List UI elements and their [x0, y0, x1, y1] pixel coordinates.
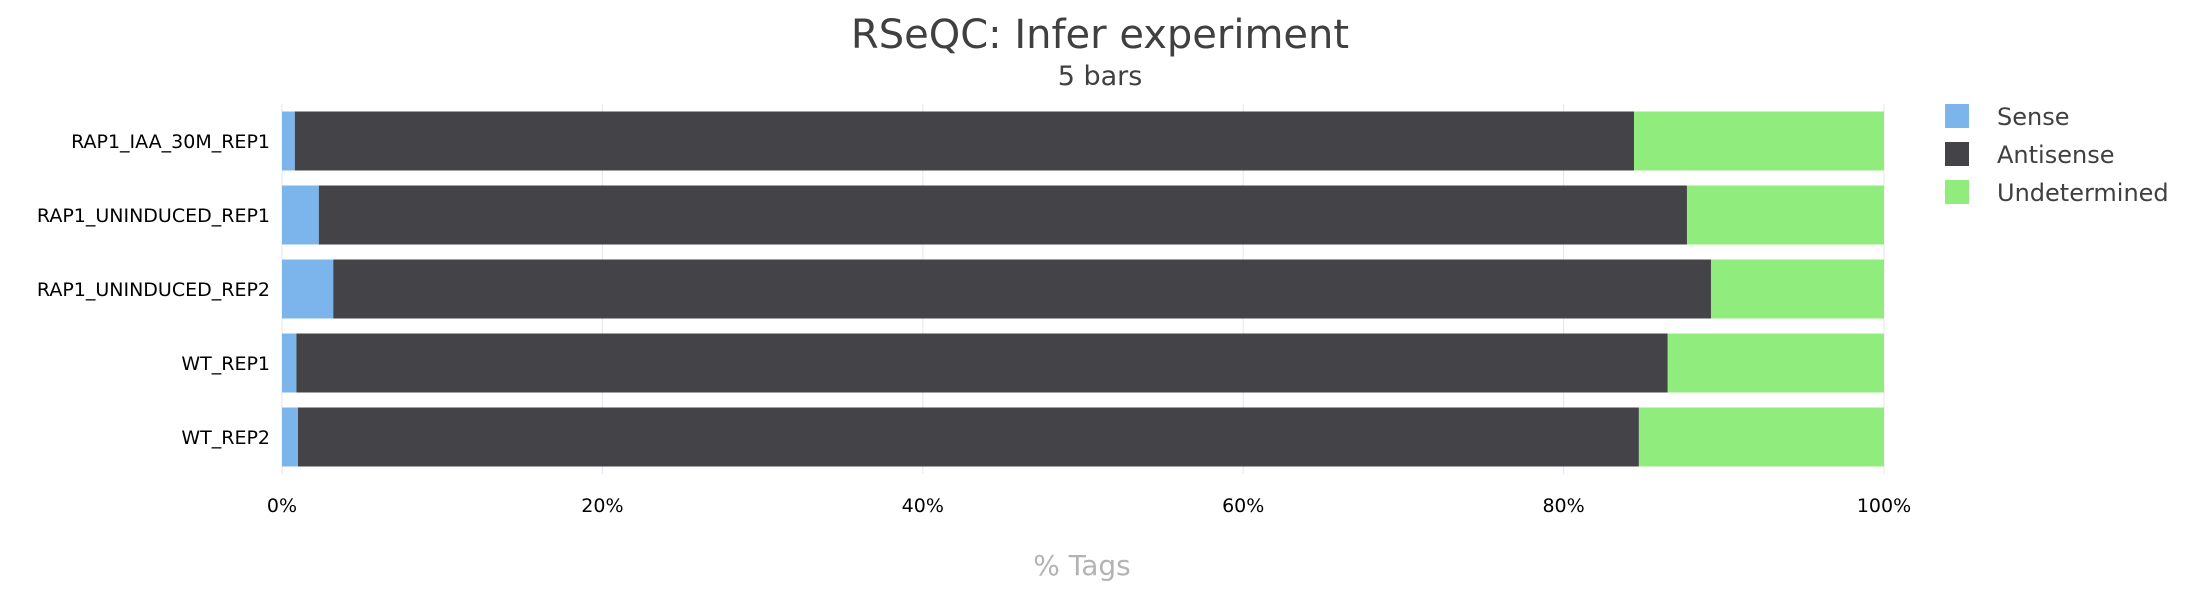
x-tick-label: 60%	[1222, 495, 1264, 517]
chart-subtitle: 5 bars	[1058, 61, 1143, 92]
category-labels: RAP1_IAA_30M_REP1 RAP1_UNINDUCED_REP1 RAP1…	[37, 131, 270, 449]
bar-undetermined-rap1-iaa-30m-rep1[interactable]	[1634, 111, 1884, 171]
bar-undetermined-wt-rep1[interactable]	[1667, 333, 1884, 393]
legend[interactable]: Sense Antisense Undetermined	[1945, 103, 2169, 207]
bar-antisense-rap1-uninduced-rep1[interactable]	[318, 185, 1687, 245]
bars	[282, 111, 1884, 467]
legend-item-antisense[interactable]: Antisense	[1945, 141, 2114, 169]
legend-item-undetermined[interactable]: Undetermined	[1945, 179, 2169, 207]
x-tick-label: 40%	[902, 495, 944, 517]
bar-sense-rap1-iaa-30m-rep1[interactable]	[282, 111, 295, 171]
legend-swatch	[1945, 104, 1969, 128]
bar-sense-wt-rep2[interactable]	[282, 407, 299, 467]
bar-undetermined-rap1-uninduced-rep2[interactable]	[1710, 259, 1884, 319]
category-label: WT_REP1	[181, 353, 270, 375]
x-tick-label: 100%	[1857, 495, 1911, 517]
legend-swatch	[1945, 180, 1969, 204]
x-tick-labels: 0% 20% 40% 60% 80% 100%	[267, 495, 1911, 517]
bar-sense-rap1-uninduced-rep1[interactable]	[282, 185, 319, 245]
chart-title: RSeQC: Infer experiment	[851, 12, 1349, 58]
bar-sense-wt-rep1[interactable]	[282, 333, 297, 393]
bar-sense-rap1-uninduced-rep2[interactable]	[282, 259, 334, 319]
legend-swatch	[1945, 142, 1969, 166]
category-label: RAP1_IAA_30M_REP1	[71, 131, 270, 153]
category-label: RAP1_UNINDUCED_REP2	[37, 279, 270, 301]
bar-antisense-rap1-iaa-30m-rep1[interactable]	[294, 111, 1635, 171]
x-tick-label: 0%	[267, 495, 297, 517]
category-label: RAP1_UNINDUCED_REP1	[37, 205, 270, 227]
bar-undetermined-wt-rep2[interactable]	[1638, 407, 1884, 467]
x-axis-title: % Tags	[1033, 549, 1131, 582]
legend-label: Sense	[1997, 103, 2069, 131]
bar-antisense-rap1-uninduced-rep2[interactable]	[333, 259, 1711, 319]
legend-item-sense[interactable]: Sense	[1945, 103, 2069, 131]
x-tick-label: 20%	[581, 495, 623, 517]
bar-undetermined-rap1-uninduced-rep1[interactable]	[1686, 185, 1884, 245]
bar-antisense-wt-rep1[interactable]	[296, 333, 1668, 393]
category-label: WT_REP2	[181, 427, 270, 449]
x-tick-label: 80%	[1542, 495, 1584, 517]
legend-label: Undetermined	[1997, 179, 2169, 207]
legend-label: Antisense	[1997, 141, 2114, 169]
bar-antisense-wt-rep2[interactable]	[298, 407, 1639, 467]
